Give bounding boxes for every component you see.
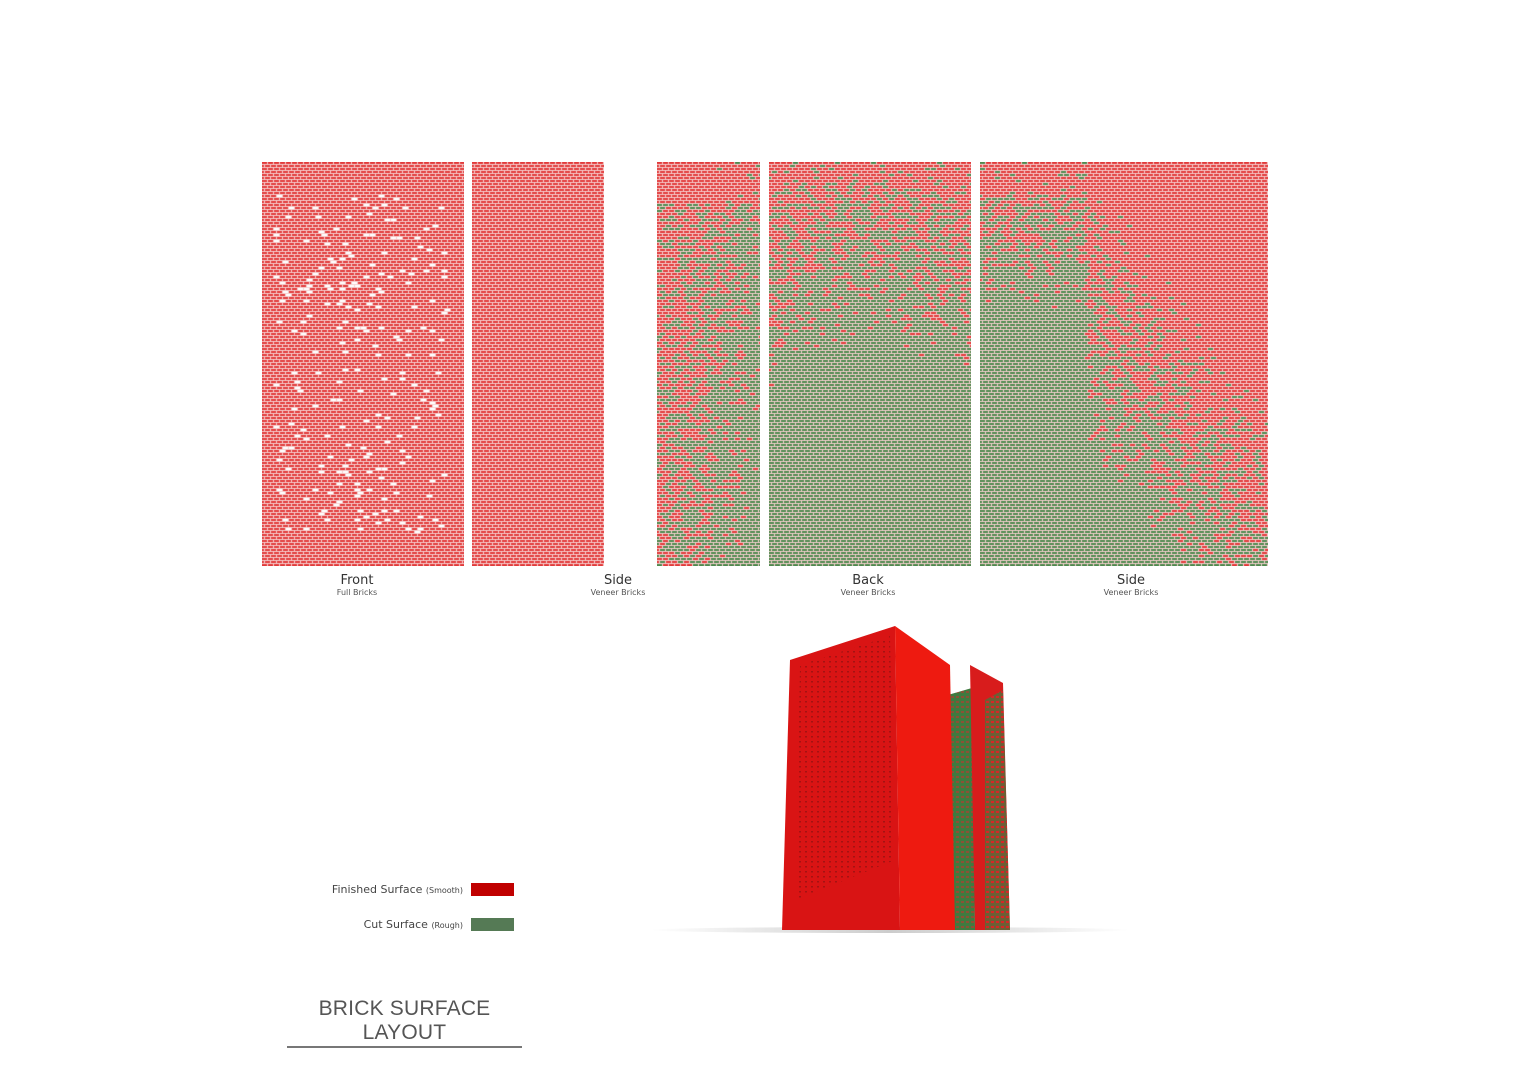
page-title: BRICK SURFACE LAYOUT — [287, 997, 522, 1048]
legend-finished-surface: Finished Surface (Smooth) — [332, 882, 514, 896]
legend-swatch-red — [471, 882, 514, 896]
label-front: Front Full Bricks — [257, 573, 457, 598]
panel-title: Side — [1116, 573, 1146, 588]
panel-title: Front — [340, 573, 374, 588]
label-side-left: Side Veneer Bricks — [518, 573, 718, 598]
label-side-right: Side Veneer Bricks — [1031, 573, 1231, 598]
panel-subtitle: Veneer Bricks — [590, 588, 646, 597]
label-back: Back Veneer Bricks — [768, 573, 968, 598]
panel-subtitle: Full Bricks — [336, 588, 378, 597]
main-block-right-face — [895, 626, 955, 930]
legend-cut-surface: Cut Surface (Rough) — [364, 917, 514, 931]
panel-subtitle: Veneer Bricks — [1103, 588, 1159, 597]
panel-subtitle: Veneer Bricks — [840, 588, 896, 597]
front-elevation-panel — [262, 162, 464, 566]
side-elevation-panel-left — [472, 162, 604, 566]
panel-title: Back — [852, 573, 884, 588]
legend-swatch-green — [471, 917, 514, 931]
building-3d-render — [650, 626, 1130, 933]
back-elevation-panel-left-part — [657, 162, 760, 566]
legend-label: Cut Surface (Rough) — [363, 917, 463, 931]
rear-slab-green-texture — [948, 688, 975, 930]
main-block-left-texture — [795, 636, 895, 900]
legend-label: Finished Surface (Smooth) — [331, 882, 463, 896]
side-slab-texture — [985, 690, 1010, 930]
side-elevation-panel-right — [980, 162, 1268, 566]
panel-title: Side — [603, 573, 633, 588]
back-elevation-panel — [769, 162, 971, 566]
